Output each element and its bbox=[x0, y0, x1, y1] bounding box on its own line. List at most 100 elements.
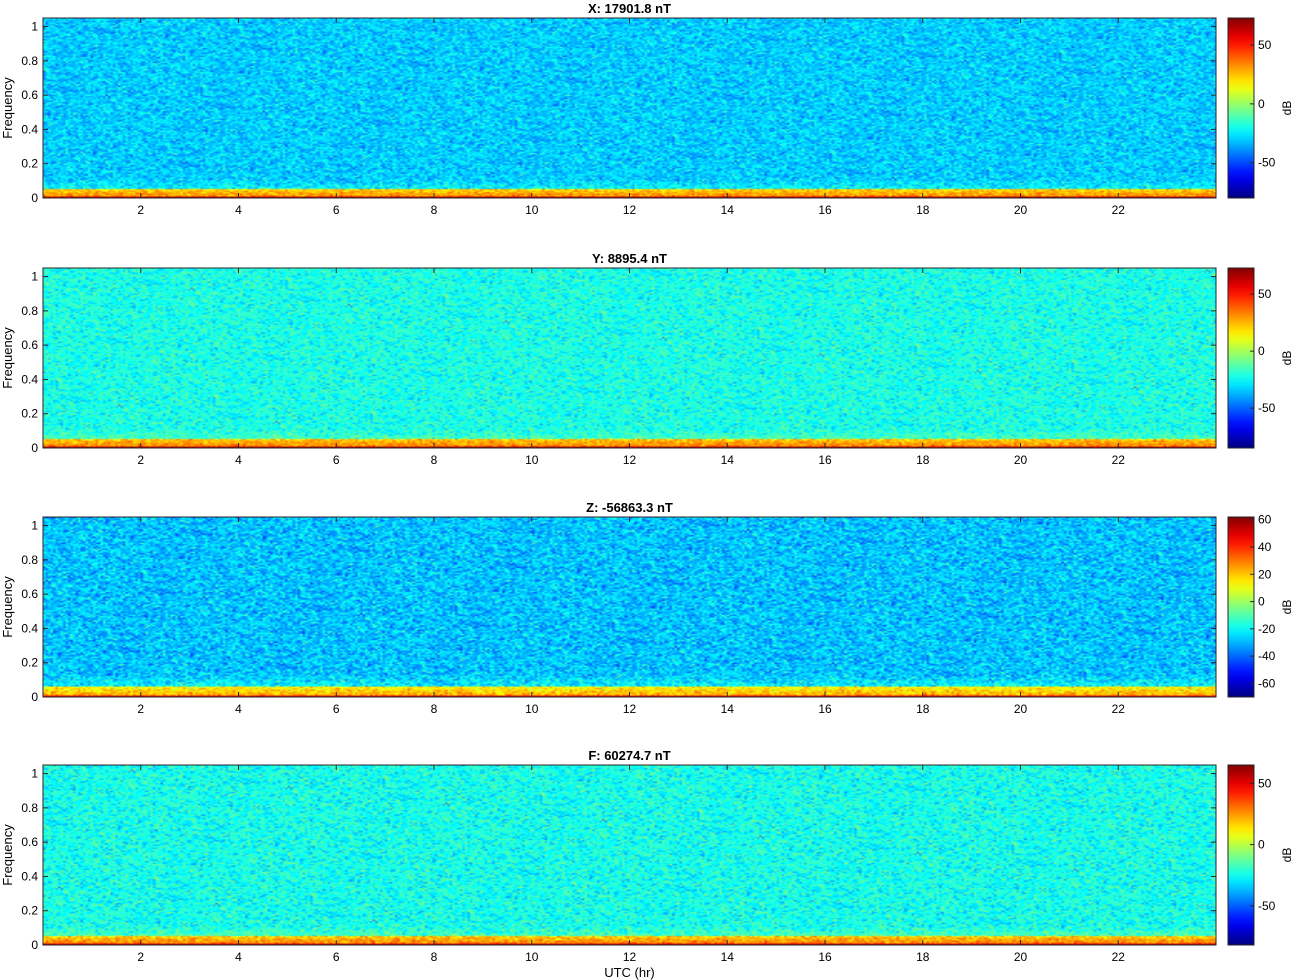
colorbar-tick-label: 50 bbox=[1258, 38, 1272, 52]
colorbar-tick-label: 40 bbox=[1258, 540, 1272, 554]
x-tick-label: 4 bbox=[235, 453, 242, 467]
colorbar-tick-label: -50 bbox=[1258, 899, 1276, 913]
x-tick-label: 12 bbox=[623, 453, 637, 467]
colorbar-tick-label: 0 bbox=[1258, 97, 1265, 111]
y-tick-label: 0.6 bbox=[21, 88, 38, 102]
y-tick-label: 0.8 bbox=[21, 553, 38, 567]
y-tick-label: 0 bbox=[31, 441, 38, 455]
x-tick-label: 2 bbox=[137, 702, 144, 716]
x-tick-label: 14 bbox=[721, 950, 735, 964]
x-tick-label: 12 bbox=[623, 950, 637, 964]
x-tick-label: 20 bbox=[1014, 702, 1028, 716]
x-tick-label: 8 bbox=[431, 453, 438, 467]
x-tick-label: 22 bbox=[1112, 203, 1126, 217]
x-axis-label: UTC (hr) bbox=[604, 965, 655, 980]
x-tick-label: 4 bbox=[235, 203, 242, 217]
colorbar-tick-label: -60 bbox=[1258, 676, 1276, 690]
y-tick-label: 0.4 bbox=[21, 869, 38, 883]
y-tick-label: 0.4 bbox=[21, 122, 38, 136]
colorbar-tick-label: 50 bbox=[1258, 776, 1272, 790]
x-tick-label: 12 bbox=[623, 702, 637, 716]
y-tick-label: 0 bbox=[31, 690, 38, 704]
y-tick-label: 0.2 bbox=[21, 157, 38, 171]
colorbar-tick-label: -20 bbox=[1258, 622, 1276, 636]
x-tick-label: 14 bbox=[721, 453, 735, 467]
x-tick-label: 4 bbox=[235, 702, 242, 716]
colorbar-tick-label: 0 bbox=[1258, 344, 1265, 358]
colorbar-tick-label: 60 bbox=[1258, 513, 1272, 527]
x-tick-label: 10 bbox=[525, 453, 539, 467]
x-tick-label: 4 bbox=[235, 950, 242, 964]
colorbar-label: dB bbox=[1280, 351, 1294, 366]
colorbar bbox=[1227, 516, 1255, 698]
x-tick-label: 6 bbox=[333, 453, 340, 467]
colorbar-tick-label: -50 bbox=[1258, 156, 1276, 170]
x-tick-label: 10 bbox=[525, 203, 539, 217]
y-tick-label: 0.6 bbox=[21, 587, 38, 601]
colorbar-tick-label: 20 bbox=[1258, 567, 1272, 581]
spectrogram-image bbox=[43, 18, 1216, 198]
x-tick-label: 10 bbox=[525, 702, 539, 716]
x-tick-label: 18 bbox=[916, 702, 930, 716]
y-tick-label: 1 bbox=[31, 519, 38, 533]
y-tick-label: 0.2 bbox=[21, 904, 38, 918]
colorbar-tick-label: -40 bbox=[1258, 649, 1276, 663]
y-tick-label: 0.2 bbox=[21, 656, 38, 670]
x-tick-label: 8 bbox=[431, 702, 438, 716]
y-axis-label: Frequency bbox=[0, 327, 15, 389]
x-tick-label: 14 bbox=[721, 203, 735, 217]
colorbar-tick-label: 0 bbox=[1258, 838, 1265, 852]
y-tick-label: 0 bbox=[31, 191, 38, 205]
chart-title: Y: 8895.4 nT bbox=[592, 251, 667, 266]
chart-title: X: 17901.8 nT bbox=[588, 1, 671, 16]
y-tick-label: 0.6 bbox=[21, 338, 38, 352]
x-tick-label: 14 bbox=[721, 702, 735, 716]
colorbar bbox=[1227, 17, 1255, 199]
chart-title: F: 60274.7 nT bbox=[588, 748, 670, 763]
x-tick-label: 2 bbox=[137, 453, 144, 467]
colorbar bbox=[1227, 267, 1255, 449]
x-tick-label: 12 bbox=[623, 203, 637, 217]
x-tick-label: 16 bbox=[818, 203, 832, 217]
x-tick-label: 16 bbox=[818, 702, 832, 716]
x-tick-label: 6 bbox=[333, 203, 340, 217]
x-tick-label: 20 bbox=[1014, 950, 1028, 964]
colorbar-tick-label: 50 bbox=[1258, 287, 1272, 301]
y-tick-label: 0.8 bbox=[21, 801, 38, 815]
colorbar-label: dB bbox=[1280, 600, 1294, 615]
x-tick-label: 16 bbox=[818, 950, 832, 964]
x-tick-label: 2 bbox=[137, 203, 144, 217]
x-tick-label: 20 bbox=[1014, 203, 1028, 217]
spectrogram-image bbox=[43, 517, 1216, 697]
colorbar-label: dB bbox=[1280, 101, 1294, 116]
x-tick-label: 16 bbox=[818, 453, 832, 467]
x-tick-label: 6 bbox=[333, 950, 340, 964]
spectrogram-image bbox=[43, 268, 1216, 448]
y-tick-label: 0.8 bbox=[21, 304, 38, 318]
x-tick-label: 8 bbox=[431, 950, 438, 964]
y-tick-label: 1 bbox=[31, 20, 38, 34]
y-tick-label: 0.4 bbox=[21, 372, 38, 386]
x-tick-label: 8 bbox=[431, 203, 438, 217]
x-tick-label: 22 bbox=[1112, 950, 1126, 964]
chart-title: Z: -56863.3 nT bbox=[586, 500, 673, 515]
x-tick-label: 22 bbox=[1112, 453, 1126, 467]
x-tick-label: 22 bbox=[1112, 702, 1126, 716]
y-tick-label: 0.6 bbox=[21, 835, 38, 849]
y-tick-label: 0.2 bbox=[21, 407, 38, 421]
x-tick-label: 20 bbox=[1014, 453, 1028, 467]
x-tick-label: 6 bbox=[333, 702, 340, 716]
y-tick-label: 1 bbox=[31, 270, 38, 284]
y-tick-label: 0.4 bbox=[21, 621, 38, 635]
colorbar-tick-label: 0 bbox=[1258, 595, 1265, 609]
colorbar-label: dB bbox=[1280, 848, 1294, 863]
y-tick-label: 0.8 bbox=[21, 54, 38, 68]
x-tick-label: 10 bbox=[525, 950, 539, 964]
y-tick-label: 1 bbox=[31, 767, 38, 781]
y-axis-label: Frequency bbox=[0, 824, 15, 886]
